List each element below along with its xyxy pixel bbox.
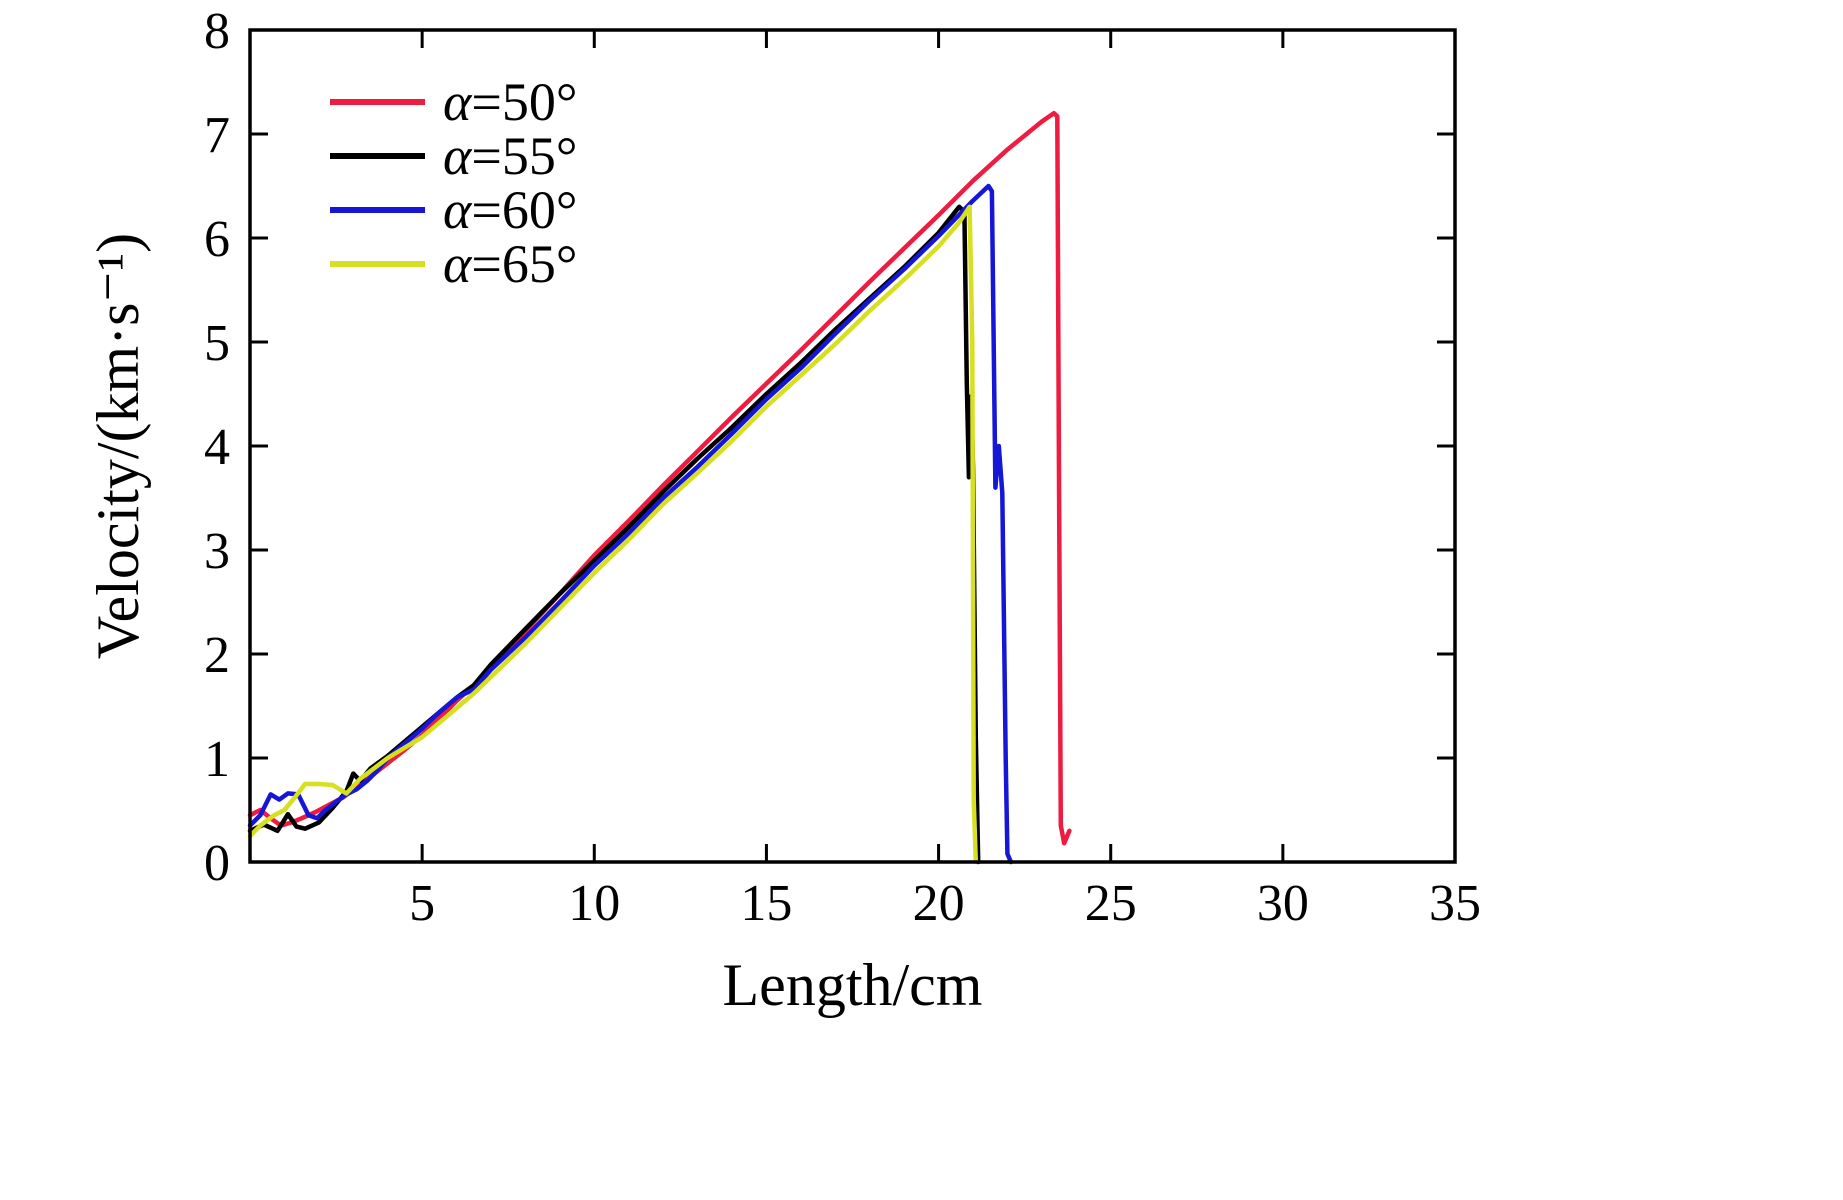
- y-tick-label: 4: [204, 419, 230, 476]
- legend-label-2: α=55°: [443, 126, 577, 186]
- y-tick-label: 7: [204, 107, 230, 164]
- y-tick-label: 2: [204, 627, 230, 684]
- x-tick-label: 30: [1257, 875, 1309, 932]
- x-tick-label: 20: [913, 875, 965, 932]
- legend-label-4: α=65°: [443, 234, 577, 294]
- legend: α=50°α=55°α=60°α=65°: [330, 72, 577, 294]
- y-tick-label: 3: [204, 523, 230, 580]
- series-line-4: [247, 204, 979, 865]
- legend-label-1: α=50°: [443, 72, 577, 132]
- series-line-3: [247, 183, 1014, 865]
- y-tick-label: 1: [204, 731, 230, 788]
- plot-frame: [248, 28, 1457, 864]
- x-axis-title: Length/cm: [723, 952, 983, 1018]
- y-axis-title: Velocity/(km·s⁻¹): [85, 233, 151, 659]
- x-tick-label: 15: [740, 875, 792, 932]
- x-tick-label: 25: [1085, 875, 1137, 932]
- y-tick-label: 5: [204, 315, 230, 372]
- x-tick-label: 5: [409, 875, 435, 932]
- legend-label-3: α=60°: [443, 180, 577, 240]
- y-tick-label: 0: [204, 835, 230, 892]
- x-tick-label: 35: [1429, 875, 1481, 932]
- x-tick-label: 10: [568, 875, 620, 932]
- y-tick-label: 6: [204, 211, 230, 268]
- y-tick-label: 8: [204, 3, 230, 60]
